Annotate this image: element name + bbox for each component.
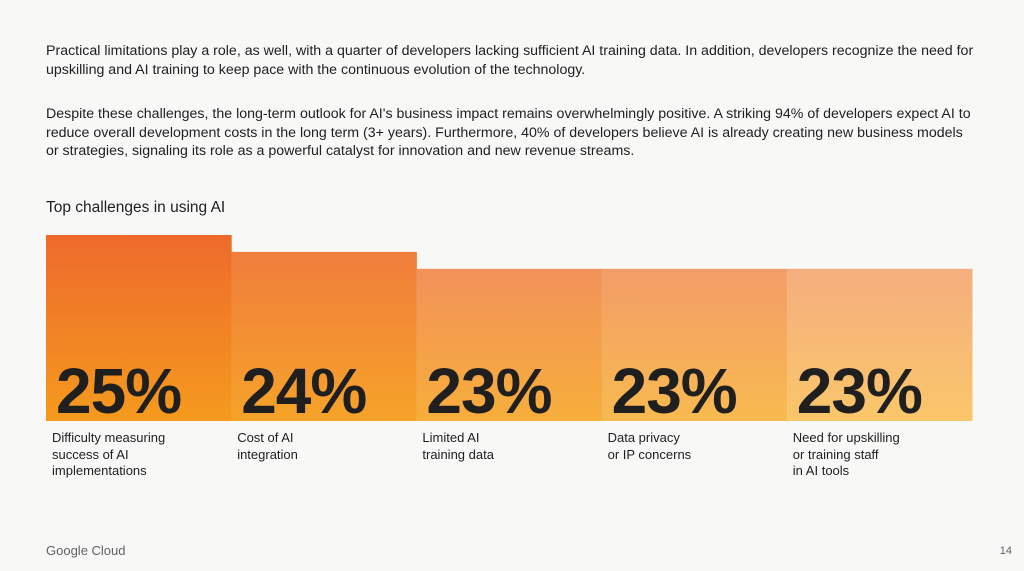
category-label-2: Cost of AI integration xyxy=(237,430,298,462)
bar-value-label-5: 23% xyxy=(797,355,922,427)
bar-value-label-1: 25% xyxy=(56,355,181,427)
intro-paragraph-2: Despite these challenges, the long-term … xyxy=(46,106,971,159)
intro-paragraph-1: Practical limitations play a role, as we… xyxy=(46,43,974,78)
bar-5 xyxy=(786,268,973,421)
category-labels: Difficulty measuring success of AI imple… xyxy=(46,430,972,490)
bar-value-label-3: 23% xyxy=(426,355,551,427)
bar-value-label-2: 24% xyxy=(241,355,366,427)
category-label-1: Difficulty measuring success of AI imple… xyxy=(52,430,166,478)
challenges-bar-chart: 25% 24% 23% 23% 23% xyxy=(46,235,973,427)
google-cloud-logo: Google Cloud xyxy=(46,543,126,558)
bar-3 xyxy=(416,268,603,421)
category-label-3: Limited AI training data xyxy=(422,430,494,462)
bar-4 xyxy=(601,268,788,421)
chart-title: Top challenges in using AI xyxy=(46,199,226,216)
bar-value-label-4: 23% xyxy=(612,355,737,427)
bar-2 xyxy=(231,251,417,421)
page-number: 14 xyxy=(999,545,1012,557)
bar-1 xyxy=(46,235,232,421)
category-label-4: Data privacy or IP concerns xyxy=(607,430,692,462)
category-label-5: Need for upskilling or training staff in… xyxy=(792,430,900,478)
